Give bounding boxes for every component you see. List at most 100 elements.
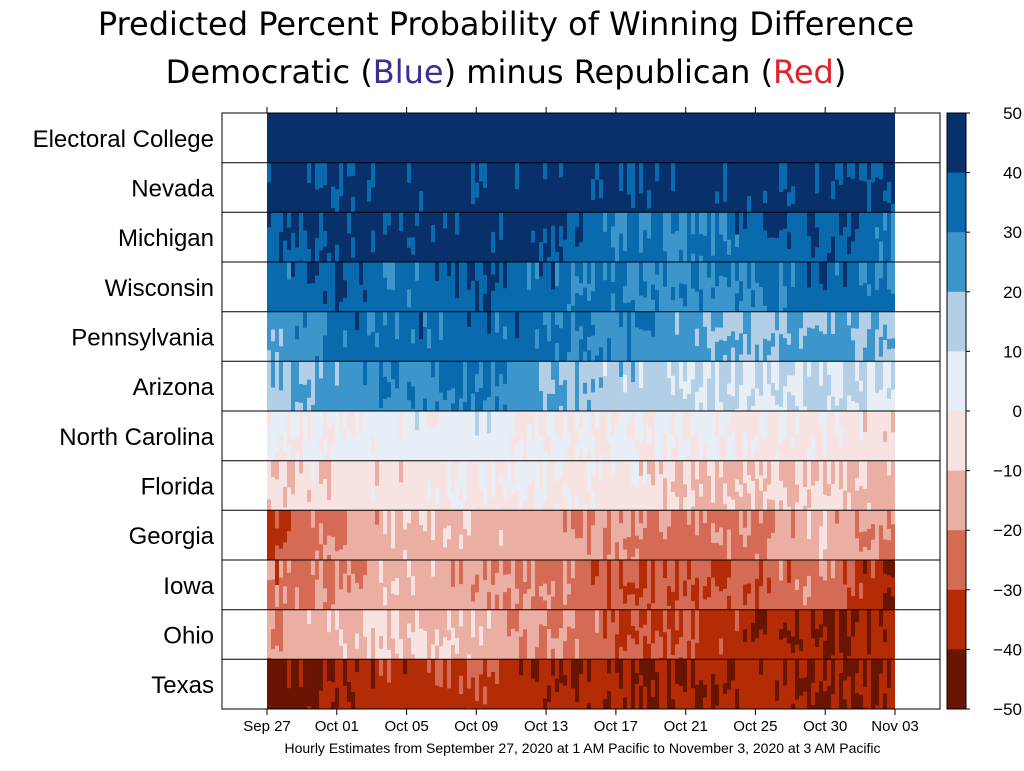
heatmap-cell bbox=[279, 361, 284, 380]
heatmap-cell bbox=[855, 478, 860, 492]
heatmap-cell bbox=[535, 361, 540, 390]
heatmap-cell bbox=[515, 162, 520, 190]
heatmap-cell bbox=[831, 592, 836, 611]
heatmap-cell bbox=[871, 125, 876, 144]
heatmap-cell bbox=[887, 338, 892, 350]
heatmap-cell bbox=[459, 487, 464, 503]
heatmap-cell bbox=[891, 544, 895, 561]
heatmap-cell bbox=[371, 212, 376, 231]
heatmap-cell bbox=[267, 657, 272, 660]
heatmap-cell bbox=[471, 601, 476, 611]
heatmap-cell bbox=[651, 311, 656, 338]
heatmap-cell bbox=[343, 197, 348, 213]
heatmap-cell bbox=[667, 199, 672, 213]
heatmap-cell bbox=[719, 510, 724, 528]
heatmap-cell bbox=[271, 534, 276, 550]
heatmap-cell bbox=[663, 361, 668, 388]
heatmap-cell bbox=[639, 539, 644, 561]
heatmap-cell bbox=[723, 483, 728, 505]
heatmap-cell bbox=[755, 257, 760, 263]
heatmap-cell bbox=[275, 436, 280, 453]
heatmap-cell bbox=[703, 162, 708, 178]
heatmap-cell bbox=[795, 589, 800, 611]
heatmap-cell bbox=[415, 280, 420, 293]
heatmap-cell bbox=[507, 361, 512, 392]
heatmap-cell bbox=[863, 504, 868, 511]
heatmap-cell bbox=[507, 178, 512, 191]
heatmap-cell bbox=[479, 358, 484, 362]
heatmap-cell bbox=[467, 460, 472, 476]
heatmap-cell bbox=[279, 113, 284, 142]
heatmap-cell bbox=[275, 528, 280, 547]
heatmap-cell bbox=[731, 529, 736, 547]
heatmap-cell bbox=[503, 500, 508, 511]
heatmap-cell bbox=[615, 162, 620, 181]
heatmap-cell bbox=[859, 391, 864, 412]
heatmap-cell bbox=[531, 440, 536, 462]
heatmap-cell bbox=[599, 591, 604, 611]
heatmap-cell bbox=[307, 236, 312, 250]
heatmap-cell bbox=[439, 609, 444, 635]
heatmap-cell bbox=[815, 296, 820, 313]
heatmap-cell bbox=[755, 361, 760, 390]
heatmap-cell bbox=[399, 549, 404, 561]
heatmap-cell bbox=[735, 535, 740, 557]
heatmap-cell bbox=[891, 262, 895, 279]
heatmap-cell bbox=[451, 403, 456, 412]
heatmap-cell bbox=[767, 287, 772, 302]
heatmap-cell bbox=[643, 390, 648, 412]
heatmap-cell bbox=[695, 346, 700, 362]
heatmap-cell bbox=[543, 132, 548, 146]
heatmap-cell bbox=[503, 205, 508, 213]
heatmap-cell bbox=[339, 411, 344, 432]
heatmap-cell bbox=[407, 609, 412, 625]
heatmap-cell bbox=[343, 297, 348, 313]
heatmap-cell bbox=[383, 501, 388, 511]
heatmap-cell bbox=[735, 146, 740, 164]
heatmap-cell bbox=[711, 233, 716, 257]
heatmap-cell bbox=[359, 606, 364, 611]
heatmap-cell bbox=[407, 361, 412, 383]
heatmap-cell bbox=[667, 162, 672, 181]
heatmap-cell bbox=[559, 361, 564, 386]
heatmap-cell bbox=[715, 327, 720, 343]
heatmap-cell bbox=[271, 190, 276, 213]
heatmap-cell bbox=[323, 113, 328, 139]
heatmap-cell bbox=[443, 311, 448, 338]
heatmap-cell bbox=[751, 480, 756, 495]
heatmap-cell bbox=[643, 437, 648, 459]
heatmap-cell bbox=[347, 248, 352, 263]
heatmap-cell bbox=[663, 434, 668, 448]
heatmap-cell bbox=[375, 411, 380, 437]
heatmap-cell bbox=[803, 544, 808, 561]
heatmap-cell bbox=[811, 328, 816, 341]
heatmap-cell bbox=[511, 460, 516, 483]
heatmap-cell bbox=[571, 162, 576, 189]
heatmap-cell bbox=[399, 560, 404, 579]
heatmap-cell bbox=[887, 262, 892, 290]
heatmap-cell bbox=[343, 262, 348, 281]
heatmap-cell bbox=[815, 162, 820, 181]
heatmap-cell bbox=[523, 480, 528, 501]
heatmap-cell bbox=[863, 361, 868, 388]
heatmap-cell bbox=[267, 510, 272, 525]
heatmap-cell bbox=[847, 254, 852, 263]
heatmap-cell bbox=[411, 460, 416, 480]
heatmap-cell bbox=[667, 262, 672, 281]
heatmap-cell bbox=[467, 586, 472, 602]
heatmap-cell bbox=[803, 439, 808, 462]
heatmap-cell bbox=[599, 480, 604, 492]
heatmap-cell bbox=[723, 311, 728, 342]
heatmap-cell bbox=[791, 448, 796, 462]
heatmap-cell bbox=[355, 311, 360, 331]
heatmap-cell bbox=[683, 306, 688, 313]
heatmap-cell bbox=[771, 212, 776, 239]
heatmap-cell bbox=[867, 179, 872, 191]
heatmap-cell bbox=[431, 113, 436, 137]
heatmap-cell bbox=[799, 484, 804, 505]
heatmap-cell bbox=[831, 375, 836, 398]
heatmap-cell bbox=[455, 411, 460, 438]
heatmap-cell bbox=[711, 460, 716, 489]
heatmap-cell bbox=[311, 449, 316, 462]
heatmap-cell bbox=[507, 329, 512, 351]
